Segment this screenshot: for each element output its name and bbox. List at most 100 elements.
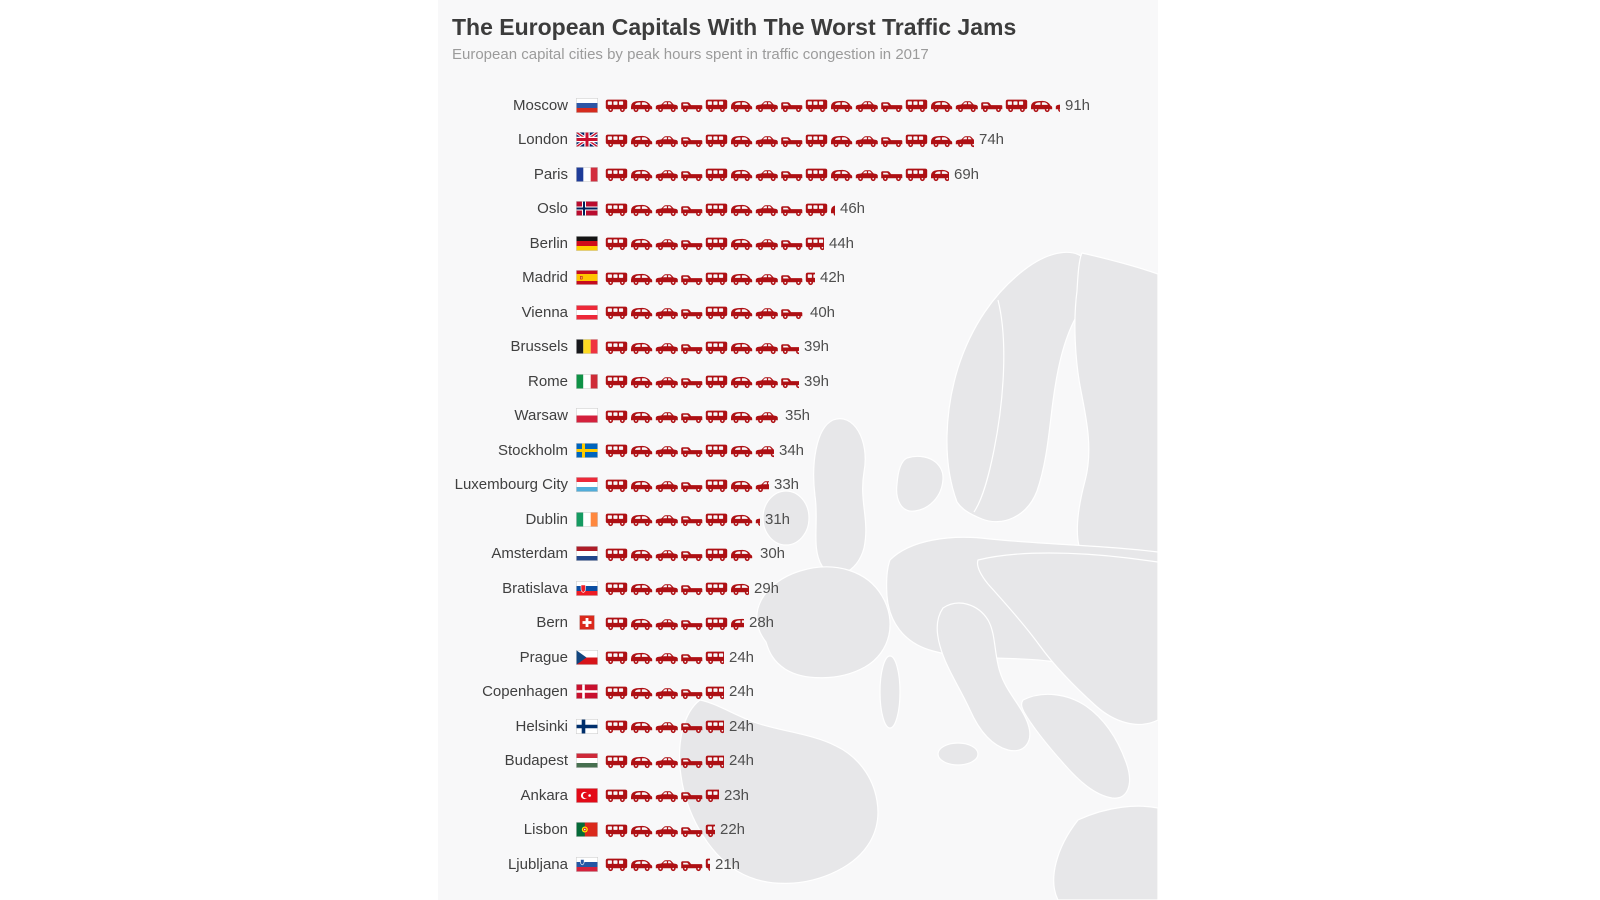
hatchback-icon xyxy=(730,442,754,458)
sedan-icon xyxy=(655,201,679,217)
hatchback-icon xyxy=(630,132,654,148)
sedan-icon xyxy=(755,270,779,286)
pickup-icon xyxy=(680,132,704,148)
pickup-icon xyxy=(880,97,904,113)
traffic-row: Vienna 40h xyxy=(438,295,1158,330)
partial-car-icon xyxy=(755,442,774,458)
minibus-icon xyxy=(605,97,629,113)
pickup-icon xyxy=(680,408,704,424)
hatchback-icon xyxy=(830,97,854,113)
city-label: Oslo xyxy=(537,200,568,218)
sedan-icon xyxy=(755,339,779,355)
hours-value: 23h xyxy=(724,786,750,804)
hatchback-icon xyxy=(730,339,754,355)
city-label: Ankara xyxy=(520,786,568,804)
minibus-icon xyxy=(705,511,729,527)
infographic-panel: The European Capitals With The Worst Tra… xyxy=(438,0,1158,900)
traffic-row: Ankara 23h xyxy=(438,778,1158,813)
hatchback-icon xyxy=(730,546,754,562)
hatchback-icon xyxy=(730,235,754,251)
minibus-icon xyxy=(605,615,629,631)
hours-value: 34h xyxy=(779,441,805,459)
hours-value: 33h xyxy=(774,476,800,494)
hatchback-icon xyxy=(630,822,654,838)
hours-value: 29h xyxy=(754,579,780,597)
pickup-icon xyxy=(680,615,704,631)
traffic-row: Helsinki 24h xyxy=(438,709,1158,744)
partial-car-icon xyxy=(755,511,760,527)
hatchback-icon xyxy=(630,546,654,562)
minibus-icon xyxy=(605,856,629,872)
city-label: Moscow xyxy=(512,96,568,114)
minibus-icon xyxy=(605,201,629,217)
hatchback-icon xyxy=(730,201,754,217)
no-flag-icon xyxy=(576,201,598,217)
hours-value: 69h xyxy=(954,165,980,183)
city-label: London xyxy=(517,131,568,149)
chart-title: The European Capitals With The Worst Tra… xyxy=(452,14,1017,40)
traffic-row: Berlin 44h xyxy=(438,226,1158,261)
pickup-icon xyxy=(680,201,704,217)
hours-value: 24h xyxy=(729,717,755,735)
minibus-icon xyxy=(605,235,629,251)
minibus-icon xyxy=(605,546,629,562)
traffic-row: Ljubljana 21h xyxy=(438,847,1158,882)
traffic-row: Brussels 39h xyxy=(438,330,1158,365)
partial-car-icon xyxy=(705,753,724,769)
sedan-icon xyxy=(655,373,679,389)
gb-flag-icon xyxy=(576,132,598,148)
sedan-icon xyxy=(655,615,679,631)
sedan-icon xyxy=(655,477,679,493)
europe-map-background xyxy=(678,251,1158,900)
traffic-row: Warsaw 35h xyxy=(438,399,1158,434)
city-label: Brussels xyxy=(510,338,568,356)
hatchback-icon xyxy=(730,477,754,493)
city-label: Amsterdam xyxy=(491,545,568,563)
pickup-icon xyxy=(680,822,704,838)
partial-car-icon xyxy=(955,132,974,148)
hours-value: 28h xyxy=(749,614,775,632)
hatchback-icon xyxy=(830,132,854,148)
city-label: Bratislava xyxy=(502,579,568,597)
hatchback-icon xyxy=(630,373,654,389)
se-flag-icon xyxy=(576,442,598,458)
car-icons xyxy=(605,373,799,389)
pickup-icon xyxy=(680,856,704,872)
partial-car-icon xyxy=(730,615,744,631)
hours-value: 22h xyxy=(720,821,746,839)
sedan-icon xyxy=(755,235,779,251)
minibus-icon xyxy=(605,684,629,700)
hatchback-icon xyxy=(730,304,754,320)
hours-value: 35h xyxy=(785,407,811,425)
car-icons xyxy=(605,339,799,355)
hours-value: 91h xyxy=(1065,96,1091,114)
traffic-row: Paris 69h xyxy=(438,157,1158,192)
pickup-icon xyxy=(680,477,704,493)
city-label: Luxembourg City xyxy=(454,476,568,494)
minibus-icon xyxy=(705,615,729,631)
city-label: Vienna xyxy=(521,303,568,321)
minibus-icon xyxy=(705,235,729,251)
traffic-row: Stockholm 34h xyxy=(438,433,1158,468)
hatchback-icon xyxy=(630,304,654,320)
partial-car-icon xyxy=(705,684,724,700)
city-label: Budapest xyxy=(504,752,568,770)
hatchback-icon xyxy=(630,856,654,872)
car-icons xyxy=(605,718,724,734)
hatchback-icon xyxy=(630,684,654,700)
sedan-icon xyxy=(655,546,679,562)
sedan-icon xyxy=(855,132,879,148)
pickup-icon xyxy=(680,753,704,769)
hours-value: 44h xyxy=(829,234,855,252)
fr-flag-icon xyxy=(576,166,598,182)
minibus-icon xyxy=(605,408,629,424)
partial-car-icon xyxy=(705,856,710,872)
hatchback-icon xyxy=(630,615,654,631)
pickup-icon xyxy=(780,235,804,251)
car-icons xyxy=(605,270,815,286)
pickup-icon xyxy=(780,304,804,320)
minibus-icon xyxy=(705,304,729,320)
car-icons xyxy=(605,235,824,251)
hatchback-icon xyxy=(630,166,654,182)
ie-flag-icon xyxy=(576,511,598,527)
